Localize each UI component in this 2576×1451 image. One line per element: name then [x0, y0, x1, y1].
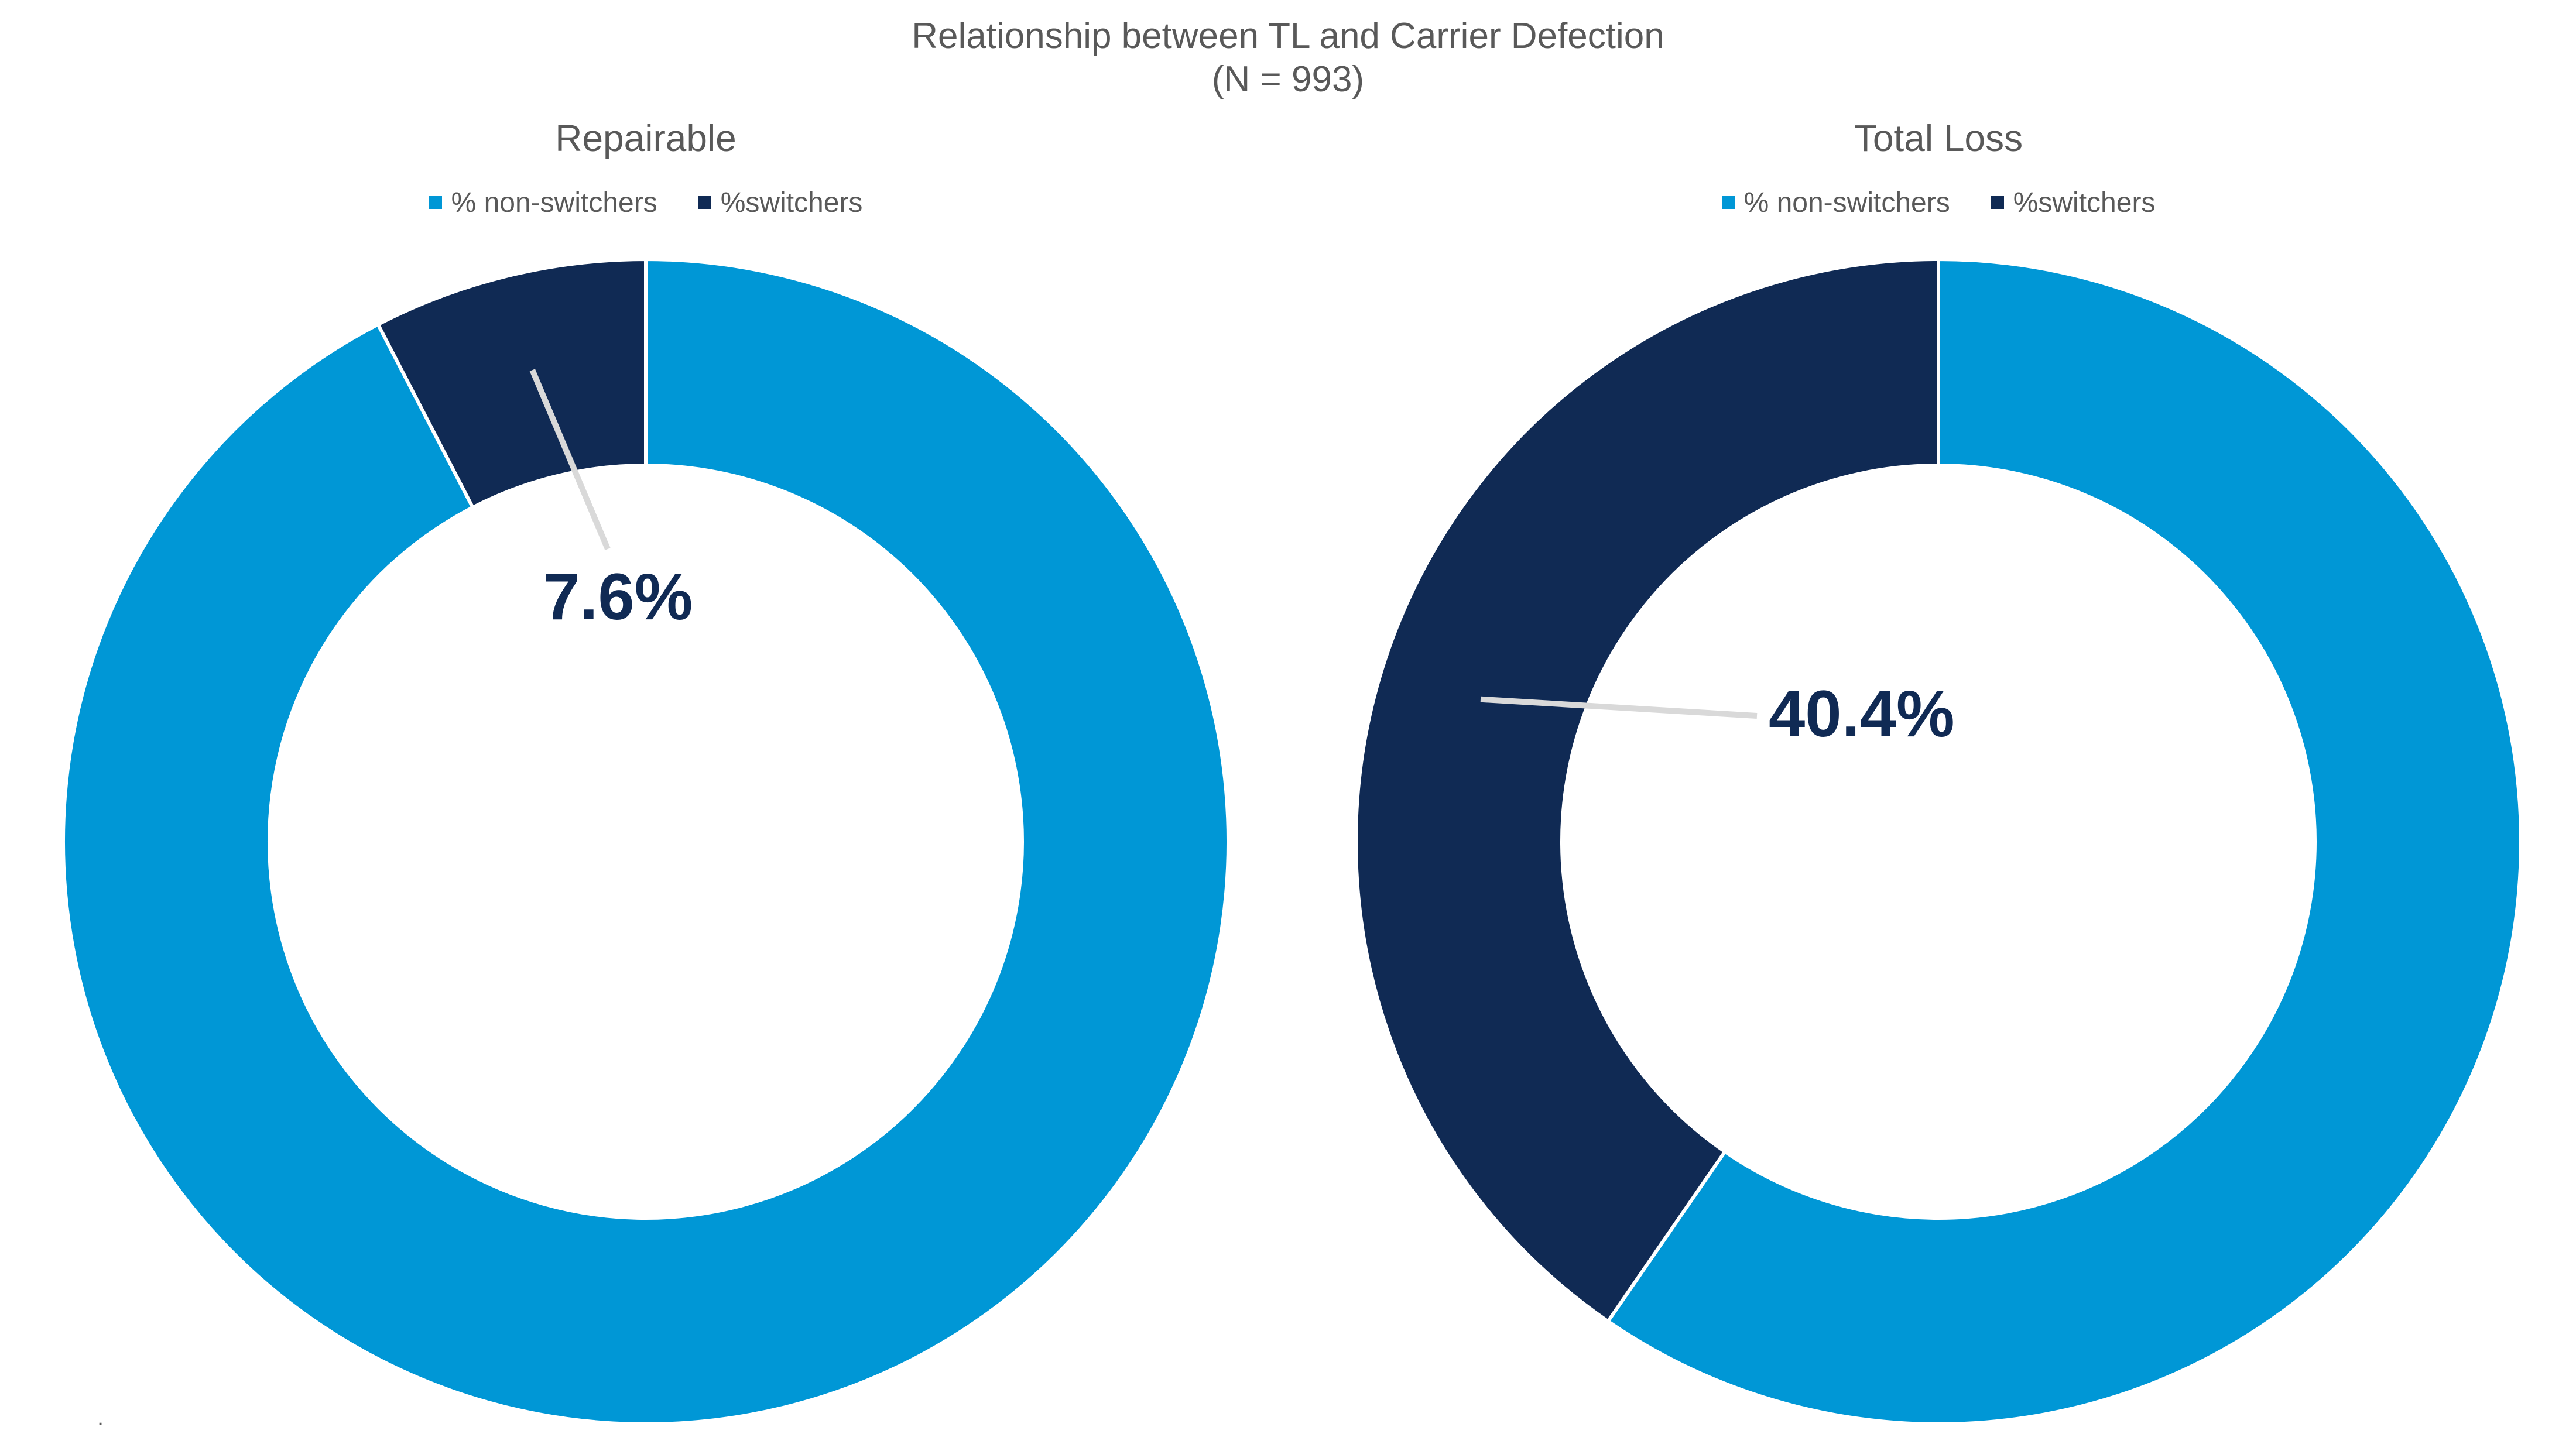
- legend-total-loss: % non-switchers %switchers: [1353, 185, 2524, 220]
- legend-repairable: % non-switchers %switchers: [60, 185, 1231, 220]
- panel-title-repairable: Repairable: [555, 117, 737, 159]
- legend-label-non-switchers: % non-switchers: [1743, 187, 1950, 218]
- legend-label-switchers: %switchers: [720, 187, 863, 218]
- panel-title-total-loss: Total Loss: [1854, 117, 2023, 159]
- donut-slice-total-loss-non-switchers: [1605, 257, 2523, 1426]
- data-label-repairable-switchers: 7.6%: [543, 560, 693, 633]
- donut-slice-repairable-switchers: [375, 257, 648, 510]
- legend-swatch-non-switchers: [429, 196, 442, 209]
- legend-item-switchers: %switchers: [1991, 187, 2156, 219]
- legend-swatch-switchers: [1991, 196, 2004, 209]
- donut-slice-repairable-non-switchers: [61, 257, 1230, 1426]
- legend-item-non-switchers: % non-switchers: [429, 187, 657, 219]
- legend-swatch-switchers: [698, 196, 711, 209]
- data-label-total-loss-switchers: 40.4%: [1769, 677, 1955, 750]
- leader-line-repairable: [529, 369, 611, 550]
- legend-label-switchers: %switchers: [2013, 187, 2156, 218]
- chart-title: Relationship between TL and Carrier Defe…: [912, 16, 1664, 56]
- legend-swatch-non-switchers: [1721, 196, 1735, 209]
- footnote: .: [97, 1405, 104, 1431]
- legend-label-non-switchers: % non-switchers: [451, 187, 657, 218]
- chart-subtitle: (N = 993): [1211, 59, 1365, 100]
- legend-item-non-switchers: % non-switchers: [1721, 187, 1950, 219]
- leader-line-total-loss: [1480, 696, 1758, 719]
- legend-item-switchers: %switchers: [698, 187, 863, 219]
- donut-slice-total-loss-switchers: [1354, 257, 1940, 1324]
